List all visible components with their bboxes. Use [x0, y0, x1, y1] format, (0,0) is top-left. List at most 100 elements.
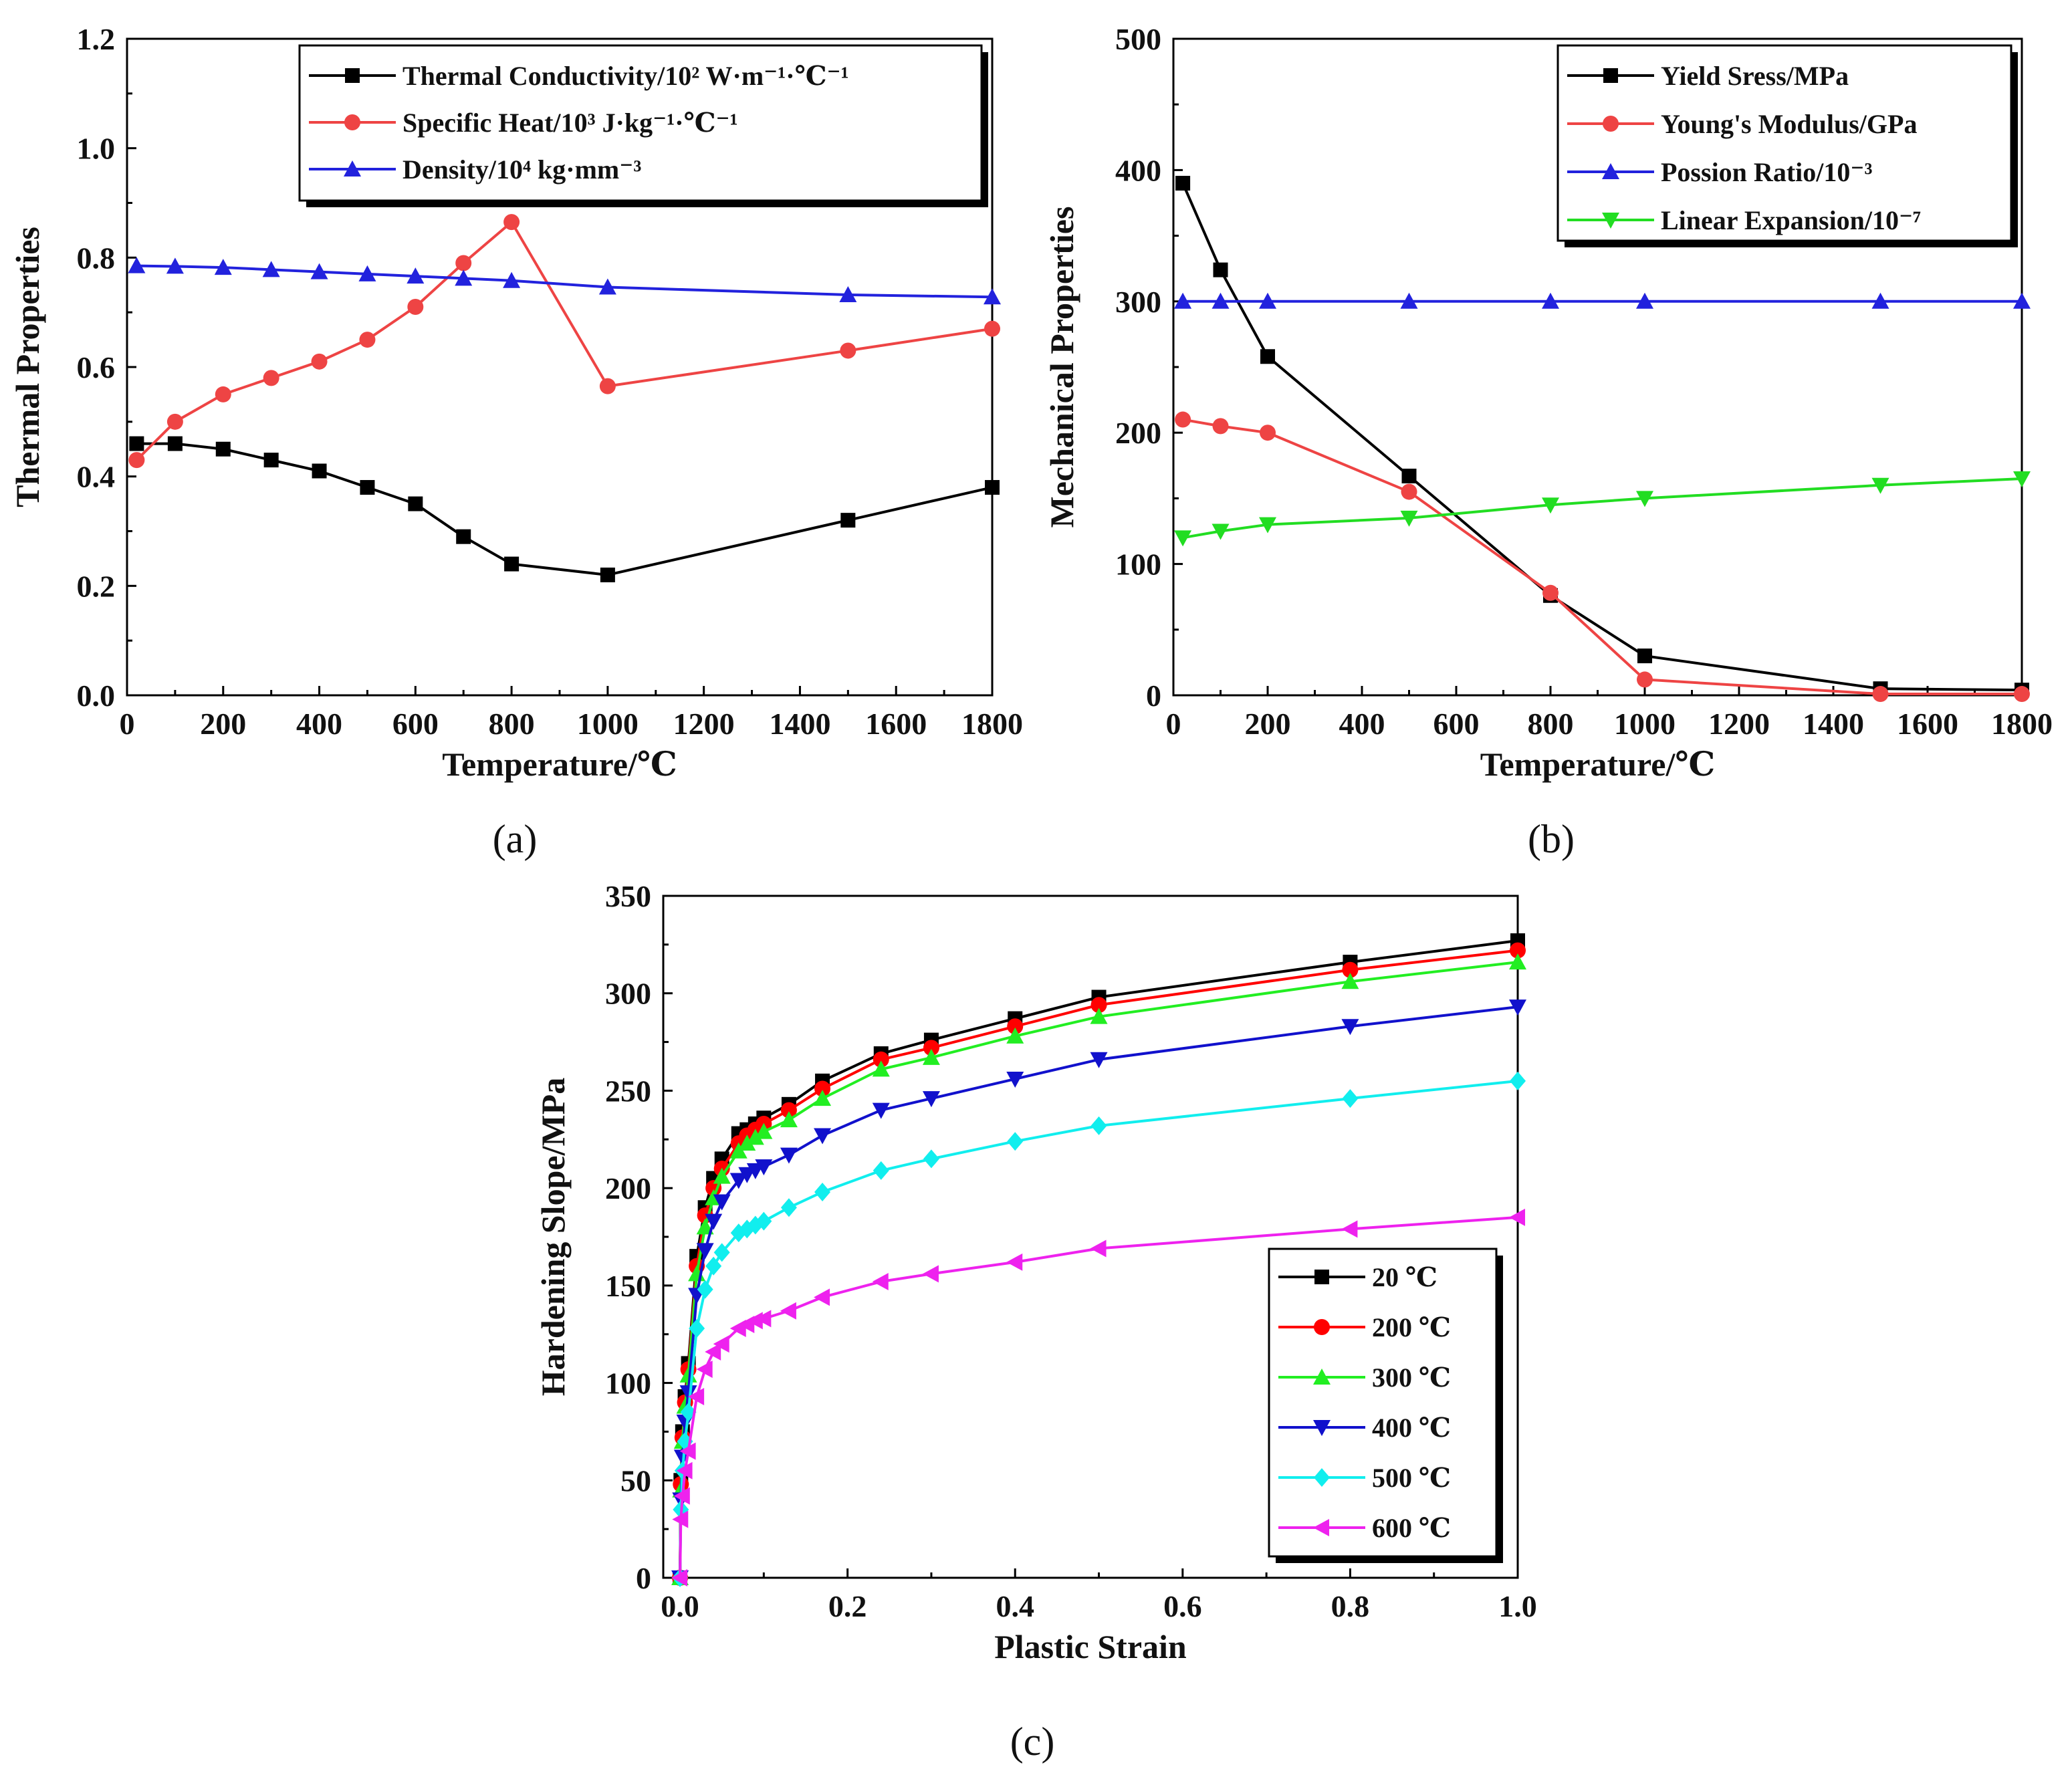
data-point [679, 1385, 697, 1402]
data-point [1212, 523, 1230, 540]
legend-marker [1602, 213, 1619, 229]
data-point [814, 1288, 830, 1306]
x-tick-label: 1800 [1991, 707, 2053, 741]
data-point [599, 378, 616, 394]
y-axis-label: Mechanical Properties [1043, 207, 1080, 528]
data-point [839, 285, 857, 302]
data-point [1509, 953, 1526, 970]
x-tick-label: 0.0 [661, 1589, 699, 1623]
y-tick-label: 1.0 [77, 132, 116, 166]
legend-entry: Specific Heat/10³ J·kg⁻¹·℃⁻¹ [402, 108, 738, 138]
data-point [713, 1243, 730, 1262]
legend-marker [1602, 163, 1619, 179]
data-point [503, 214, 520, 231]
y-tick-label: 150 [605, 1269, 651, 1303]
data-point [1260, 425, 1276, 441]
legend-box [298, 44, 983, 202]
data-point [360, 480, 375, 495]
x-tick-label: 400 [1339, 707, 1385, 741]
x-tick-label: 0 [1166, 707, 1181, 741]
x-axis-label: Temperature/℃ [442, 745, 677, 783]
data-point [1006, 1253, 1023, 1271]
data-point [1341, 973, 1359, 989]
y-tick-label: 0.4 [77, 460, 116, 494]
series-line [136, 264, 993, 299]
series-1 [1175, 411, 2030, 703]
data-point [2013, 292, 2031, 309]
data-point [755, 1159, 773, 1176]
legend-entry: 500 ℃ [1372, 1463, 1451, 1493]
data-point [923, 1149, 939, 1169]
data-point [358, 265, 376, 281]
data-point [503, 271, 521, 288]
data-point [1175, 176, 1191, 191]
data-point [407, 267, 425, 284]
y-tick-label: 200 [605, 1171, 651, 1205]
data-point [756, 1211, 772, 1231]
legend-entry: 20 ℃ [1372, 1262, 1437, 1292]
data-point [1090, 997, 1107, 1014]
legend: Thermal Conductivity/10² W·m⁻¹·℃⁻¹ Specif… [298, 44, 988, 207]
data-point [1872, 686, 1889, 703]
data-point [872, 1273, 889, 1291]
legend-marker [1603, 116, 1619, 132]
data-point [1213, 262, 1228, 277]
series-line [135, 221, 993, 461]
data-point [1510, 942, 1526, 959]
y-tick-label: 50 [620, 1463, 651, 1498]
data-point [713, 1167, 731, 1184]
data-point [1342, 961, 1359, 978]
series-3 [1174, 471, 2031, 547]
data-point [697, 1280, 713, 1299]
data-point [1260, 349, 1275, 364]
data-point [729, 1173, 747, 1189]
data-point [688, 1387, 705, 1405]
legend: Yield Sress/MPa Young's Modulus/GPa Possio… [1557, 44, 2018, 247]
data-point [128, 257, 146, 273]
data-point [262, 261, 280, 277]
legend-entry: 400 ℃ [1372, 1413, 1451, 1443]
x-tick-label: 400 [296, 707, 342, 741]
legend-entry: 300 ℃ [1372, 1363, 1451, 1393]
x-tick-label: 1600 [865, 707, 927, 741]
data-point [922, 1265, 939, 1283]
data-point [984, 320, 1000, 337]
data-point [1871, 477, 1889, 494]
data-point [1212, 418, 1229, 435]
y-tick-label: 400 [1115, 153, 1161, 187]
data-point [1007, 1132, 1024, 1151]
legend-marker [1313, 1519, 1329, 1536]
legend-entry: Young's Modulus/GPa [1661, 109, 1917, 139]
data-point [696, 1218, 714, 1235]
data-point [1636, 491, 1653, 507]
data-point [1341, 1019, 1359, 1036]
data-point [696, 1243, 714, 1260]
data-point [780, 1302, 796, 1320]
x-tick-label: 0.2 [828, 1589, 867, 1623]
x-tick-label: 1.0 [1498, 1589, 1537, 1623]
legend-entry: Density/10⁴ kg·mm⁻³ [402, 154, 641, 185]
data-point [1175, 411, 1191, 428]
data-point [705, 1342, 721, 1360]
data-point [1259, 517, 1276, 534]
y-tick-label: 350 [605, 879, 651, 913]
data-point [755, 1310, 772, 1328]
data-point [215, 386, 231, 402]
data-point [696, 1360, 713, 1379]
data-point [840, 342, 856, 359]
data-point [455, 269, 473, 286]
x-axis-label: Temperature/℃ [1480, 745, 1716, 783]
data-point [310, 263, 328, 279]
x-tick-label: 600 [1433, 707, 1480, 741]
data-point [1342, 1089, 1359, 1108]
data-point [873, 1051, 889, 1068]
data-point [705, 1256, 722, 1276]
x-tick-label: 1600 [1897, 707, 1958, 741]
data-point [1637, 671, 1653, 688]
subfigure-label: (c) [1010, 1720, 1055, 1764]
legend-marker [1314, 1270, 1329, 1284]
y-axis-label: Hardening Slope/MPa [534, 1078, 572, 1396]
data-point [689, 1318, 705, 1338]
data-point [923, 1040, 939, 1056]
series-5 [671, 1208, 1525, 1586]
